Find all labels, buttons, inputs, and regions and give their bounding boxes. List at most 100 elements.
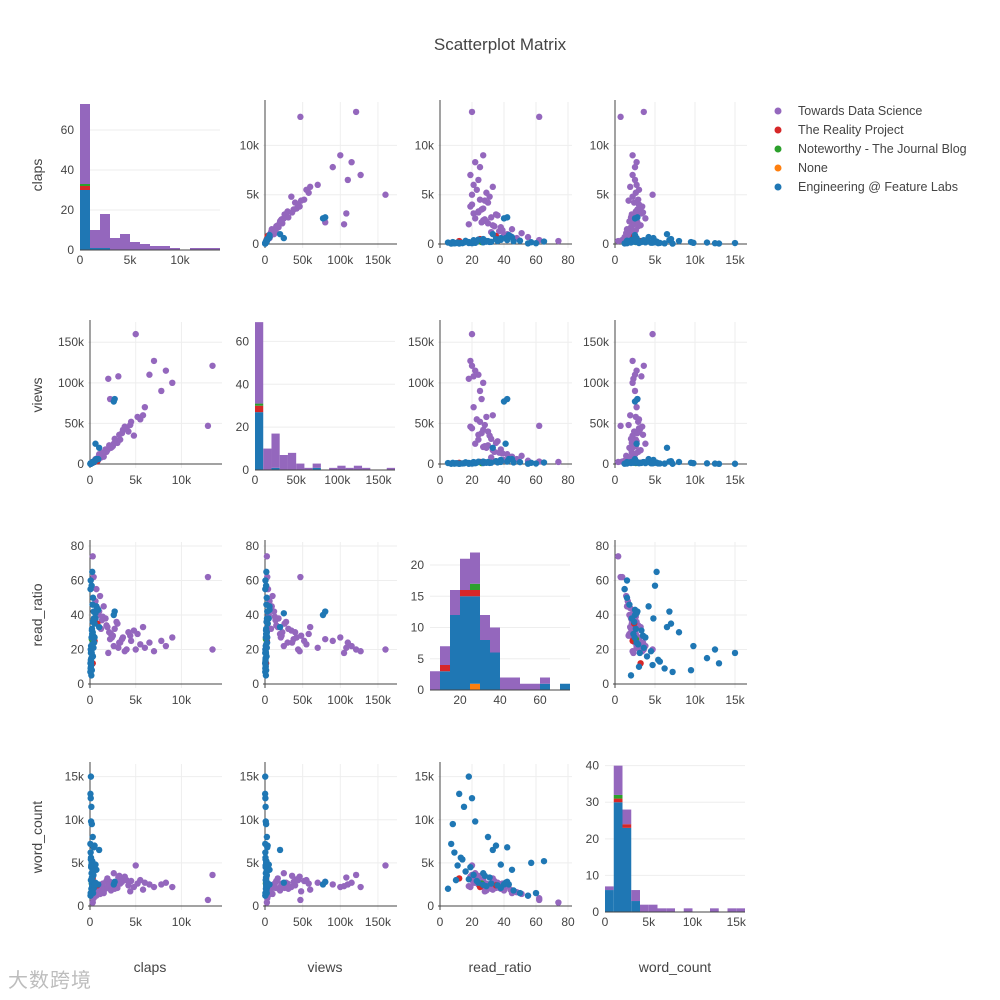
scatter-point[interactable]: [134, 880, 141, 887]
histogram-bar[interactable]: [255, 403, 264, 406]
scatter-point[interactable]: [467, 863, 474, 871]
scatter-point[interactable]: [638, 373, 645, 380]
scatter-point[interactable]: [687, 459, 695, 466]
scatter-point[interactable]: [488, 880, 495, 887]
histogram-bar[interactable]: [460, 596, 470, 690]
scatter-point[interactable]: [264, 235, 271, 243]
scatter-point[interactable]: [632, 625, 639, 632]
histogram-bar[interactable]: [440, 671, 450, 690]
scatter-point[interactable]: [276, 846, 284, 854]
scatter-point[interactable]: [532, 240, 540, 247]
scatter-point[interactable]: [262, 773, 269, 780]
histogram-bar[interactable]: [255, 405, 264, 413]
histogram-bar[interactable]: [622, 809, 632, 825]
scatter-point[interactable]: [625, 421, 632, 429]
scatter-point[interactable]: [467, 357, 474, 365]
scatter-point[interactable]: [669, 668, 676, 676]
histogram-bar[interactable]: [362, 467, 371, 470]
scatter-point[interactable]: [306, 623, 314, 631]
scatter-point[interactable]: [489, 222, 496, 229]
scatter-point[interactable]: [480, 443, 487, 451]
scatter-point[interactable]: [263, 899, 271, 906]
scatter-point[interactable]: [127, 888, 134, 895]
scatter-point[interactable]: [344, 176, 352, 184]
scatter-point[interactable]: [642, 215, 649, 222]
scatter-point[interactable]: [95, 623, 103, 631]
scatter-point[interactable]: [88, 661, 95, 669]
scatter-point[interactable]: [87, 577, 94, 584]
scatter-point[interactable]: [108, 443, 116, 451]
scatter-point[interactable]: [629, 171, 636, 179]
histogram-bar[interactable]: [450, 590, 460, 615]
scatter-point[interactable]: [667, 620, 675, 627]
scatter-point[interactable]: [633, 440, 640, 447]
scatter-point[interactable]: [627, 435, 635, 443]
scatter-point[interactable]: [262, 854, 269, 861]
scatter-point[interactable]: [89, 594, 97, 601]
scatter-point[interactable]: [465, 773, 472, 780]
scatter-point[interactable]: [297, 888, 305, 895]
scatter-point[interactable]: [271, 613, 278, 620]
histogram-bar[interactable]: [80, 184, 90, 186]
scatter-point[interactable]: [536, 422, 543, 430]
scatter-point[interactable]: [89, 889, 97, 897]
histogram-bar[interactable]: [140, 244, 150, 250]
histogram-bar[interactable]: [540, 683, 550, 690]
scatter-point[interactable]: [480, 379, 487, 387]
scatter-point[interactable]: [470, 871, 477, 879]
scatter-point[interactable]: [631, 458, 638, 465]
scatter-point[interactable]: [262, 794, 269, 802]
histogram-bar[interactable]: [150, 246, 160, 250]
scatter-point[interactable]: [642, 634, 649, 641]
scatter-point[interactable]: [146, 371, 153, 378]
scatter-point[interactable]: [343, 874, 350, 881]
scatter-point[interactable]: [640, 108, 647, 116]
scatter-point[interactable]: [90, 615, 98, 622]
histogram-bar[interactable]: [470, 683, 480, 690]
scatter-point[interactable]: [357, 883, 364, 891]
scatter-point[interactable]: [280, 642, 288, 650]
scatter-point[interactable]: [89, 553, 96, 560]
scatter-point[interactable]: [502, 440, 509, 447]
scatter-point[interactable]: [92, 610, 99, 617]
scatter-point[interactable]: [483, 189, 490, 196]
scatter-point[interactable]: [640, 644, 647, 651]
histogram-bar[interactable]: [440, 665, 450, 672]
scatter-point[interactable]: [475, 431, 482, 438]
scatter-point[interactable]: [475, 371, 482, 378]
scatter-point[interactable]: [288, 639, 296, 646]
scatter-point[interactable]: [89, 899, 96, 906]
legend-item[interactable]: None: [774, 161, 828, 175]
scatter-point[interactable]: [645, 603, 652, 610]
scatter-point[interactable]: [294, 876, 302, 884]
scatter-point[interactable]: [116, 431, 123, 438]
histogram-bar[interactable]: [296, 463, 305, 470]
scatter-point[interactable]: [489, 183, 496, 191]
scatter-point[interactable]: [104, 447, 111, 454]
scatter-point[interactable]: [632, 450, 639, 457]
histogram-bar[interactable]: [622, 824, 632, 828]
histogram-bar[interactable]: [530, 683, 540, 690]
scatter-point[interactable]: [288, 193, 295, 200]
scatter-point[interactable]: [305, 880, 312, 887]
histogram-bar[interactable]: [130, 242, 140, 250]
scatter-point[interactable]: [468, 330, 476, 338]
scatter-point[interactable]: [631, 398, 639, 405]
scatter-point[interactable]: [625, 197, 632, 204]
histogram-bar[interactable]: [470, 590, 480, 597]
scatter-point[interactable]: [632, 189, 639, 196]
scatter-point[interactable]: [280, 234, 288, 242]
scatter-point[interactable]: [494, 212, 501, 219]
scatter-point[interactable]: [141, 879, 149, 886]
scatter-point[interactable]: [141, 644, 149, 651]
scatter-point[interactable]: [285, 214, 292, 221]
scatter-point[interactable]: [480, 881, 487, 889]
scatter-point[interactable]: [111, 435, 118, 443]
scatter-point[interactable]: [357, 648, 364, 655]
legend[interactable]: Towards Data Science The Reality Project N…: [774, 104, 967, 194]
histogram-bar[interactable]: [622, 827, 632, 912]
histogram-bar[interactable]: [605, 886, 614, 891]
scatter-point[interactable]: [468, 191, 476, 198]
scatter-point[interactable]: [123, 425, 130, 432]
scatter-point[interactable]: [470, 373, 477, 380]
